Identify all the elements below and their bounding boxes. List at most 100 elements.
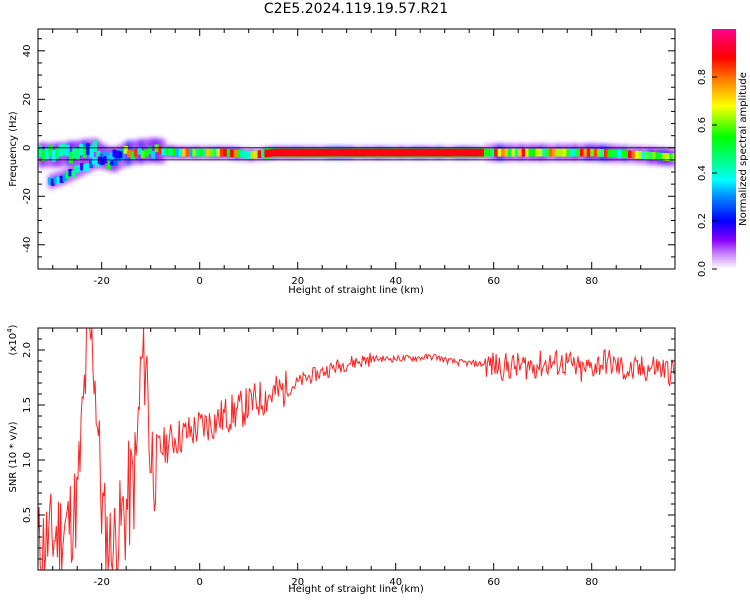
spectrogram-cell — [65, 171, 70, 179]
spectrogram-cell — [86, 143, 91, 155]
spectrogram-cell — [363, 148, 369, 157]
spectrogram-cell — [274, 148, 279, 157]
spectrogram-cell — [312, 156, 317, 159]
spectrogram-cell — [254, 150, 259, 159]
spectrogram-cell — [216, 148, 221, 157]
spectrogram-cell — [528, 148, 533, 157]
spectrogram-cell — [480, 156, 485, 159]
page-title: C2E5.2024.119.19.57.R21 — [263, 1, 449, 17]
spectrogram-cell — [65, 144, 70, 157]
spectrogram-cell — [247, 151, 252, 159]
spectrogram-cell — [47, 177, 52, 185]
spectrogram-cell — [350, 156, 355, 159]
spectrogram-cell — [555, 148, 561, 157]
colorbar-gradient — [712, 29, 736, 269]
spectrogram-cell — [305, 156, 310, 159]
spectrogram-cell — [274, 156, 279, 159]
spectrogram-cell — [360, 156, 365, 159]
spectrogram-cell — [559, 148, 564, 157]
spectrogram-cell — [77, 165, 82, 173]
spectrogram-cell — [164, 147, 170, 156]
spectrogram-cell — [655, 152, 660, 161]
snr-multiplier: (x104) — [6, 324, 19, 355]
spectrogram-cell — [339, 148, 345, 157]
spectrogram-cell — [590, 148, 595, 157]
spectrogram-cell — [573, 148, 578, 157]
x-tick-label: 60 — [487, 276, 500, 287]
spectrogram-cell — [645, 151, 650, 160]
spectrogram-cell — [134, 148, 139, 157]
spectrogram-cell — [278, 148, 283, 157]
spectrogram-cell — [171, 148, 176, 157]
spectrogram-cell — [50, 178, 55, 186]
spectrogram-cell — [209, 148, 214, 157]
spectrogram-cell — [617, 150, 622, 158]
spectrogram-cell — [435, 156, 441, 159]
spectrogram-cell — [79, 143, 84, 156]
spectrogram-cell — [302, 148, 307, 157]
spectrogram-cell — [230, 149, 235, 158]
spectrogram-cell — [545, 148, 550, 157]
spectrogram-cell — [326, 148, 331, 157]
spectrogram-cell — [68, 168, 73, 177]
spectrogram-cell — [322, 148, 327, 157]
spectrogram-cell — [288, 156, 293, 159]
spectrogram-cell — [586, 148, 591, 157]
spectrogram-cell — [346, 156, 351, 159]
x-tick-label: 20 — [291, 577, 304, 588]
spectrogram-cell — [422, 148, 427, 157]
spectrogram-cell — [363, 156, 369, 159]
spectrogram-cell — [343, 148, 348, 157]
y-tick-label: 20 — [22, 93, 33, 106]
y-tick-label: 1.5 — [22, 397, 33, 413]
spectrogram-cell — [477, 148, 482, 157]
colorbar-ticks: 0.0 0.2 0.4 0.6 0.8 — [697, 69, 717, 277]
spectrogram-frame — [37, 28, 676, 270]
spectrogram-cell — [394, 156, 399, 159]
spectrogram-cell — [384, 156, 389, 159]
spectrogram-cell — [185, 148, 190, 157]
spectrogram-cell — [665, 153, 670, 161]
snr-x-axis-label: Height of straight line (km) — [288, 584, 424, 595]
spectrogram-cell — [477, 156, 482, 159]
spectrogram-cell — [658, 152, 664, 161]
spectrogram-x-axis-label: Height of straight line (km) — [288, 285, 424, 296]
spectrogram-cell — [151, 150, 156, 159]
spectrogram-cell — [449, 156, 454, 159]
spectrogram-cell — [58, 144, 63, 157]
snr-series-line — [38, 328, 675, 570]
spectrogram-cell — [439, 156, 444, 159]
spectrogram-cell — [59, 175, 64, 183]
spectrogram-cell — [38, 145, 43, 158]
svg-text:(x104): (x104) — [6, 324, 19, 355]
x-tick-label: 0 — [197, 276, 203, 287]
snr-multiplier-base: (x10 — [8, 333, 19, 356]
spectrogram-cell — [381, 156, 386, 159]
spectrogram-cell — [610, 149, 616, 158]
spectrogram-cell — [115, 150, 120, 159]
spectrogram-cell — [336, 148, 341, 157]
spectrogram-cell — [175, 148, 180, 157]
spectrogram-cell — [579, 148, 585, 157]
spectrogram-cell — [651, 152, 657, 160]
spectrogram-panel: -20 0 20 40 60 80 -40 -20 0 20 40 Height of straig… — [8, 28, 676, 296]
spectrogram-ticks: -20 0 20 40 60 80 -40 -20 0 20 40 — [22, 29, 675, 287]
spectrogram-cell — [459, 148, 465, 157]
spectrogram-cell — [367, 156, 372, 159]
spectrogram-cell — [206, 148, 211, 157]
spectrogram-cell — [387, 148, 393, 157]
spectrogram-cell — [298, 156, 303, 159]
spectrogram-cell — [439, 148, 444, 157]
colorbar-label: Normalized spectral amplitude — [738, 72, 749, 226]
spectrogram-cell — [118, 151, 123, 159]
spectrogram-cell — [319, 148, 324, 157]
spectrogram-reference-lines — [38, 147, 675, 161]
spectrogram-cell — [603, 149, 609, 158]
spectrogram-cell — [576, 148, 581, 157]
spectrogram-cell — [332, 156, 338, 159]
y-tick-label: -20 — [22, 188, 33, 204]
spectrogram-cell — [281, 148, 286, 157]
spectrogram-cell — [473, 148, 478, 157]
spectrogram-y-axis-label: Frequency (Hz) — [8, 111, 19, 187]
spectrogram-cell — [89, 146, 94, 158]
